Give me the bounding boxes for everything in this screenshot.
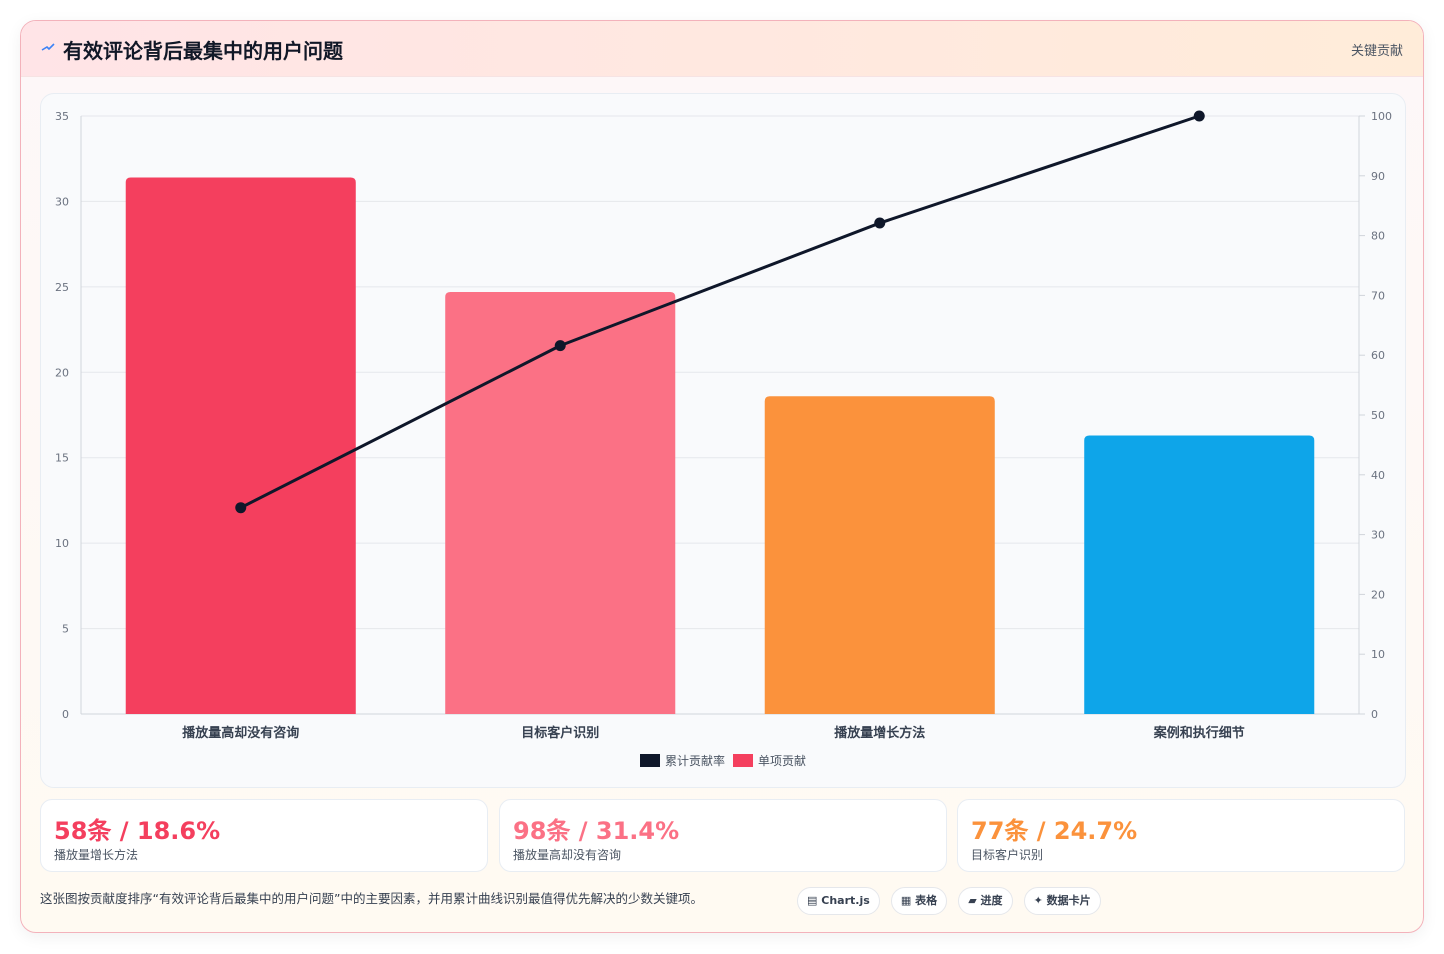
chip-data-card[interactable]: ✦ 数据卡片 (1023, 887, 1101, 915)
y-right-tick-label: 60 (1371, 349, 1385, 362)
chip-chartjs[interactable]: ▤ Chart.js (797, 887, 880, 915)
y-left-tick-label: 15 (55, 452, 69, 465)
progress-icon: ▰ (968, 894, 977, 907)
cumulative-line (240, 114, 1200, 510)
legend-swatch (733, 754, 753, 767)
y-left-tick-label: 35 (55, 110, 69, 123)
bar (125, 177, 356, 715)
kpi-card-1: 58条 / 18.6% 播放量增长方法 (40, 799, 488, 872)
y-left-tick-label: 0 (62, 708, 69, 721)
kpi-label: 播放量高却没有咨询 (513, 848, 622, 862)
y-left-tick-label: 10 (55, 537, 69, 550)
feature-chips: ▤ Chart.js ▦ 表格 ▰ 进度 ✦ 数据卡片 (797, 887, 1107, 915)
y-right-tick-label: 10 (1371, 648, 1385, 661)
x-category-label: 目标客户识别 (521, 725, 599, 741)
line-point (235, 502, 247, 514)
kpi-value: 58条 / 18.6% (54, 817, 221, 845)
chip-label: 表格 (915, 894, 938, 907)
legend-item[interactable]: 单项贡献 (733, 752, 806, 769)
chart-panel: 有效评论背后最集中的用户问题 关键贡献 0 5 10 15 20 25 30 35 0 10 20 3… (20, 20, 1424, 933)
kpi-label: 播放量增长方法 (54, 848, 139, 862)
chip-label: 进度 (980, 894, 1003, 907)
kpi-card-2: 98条 / 31.4% 播放量高却没有咨询 (499, 799, 947, 872)
trend-icon (41, 43, 55, 51)
y-left-tick-label: 5 (62, 623, 69, 636)
y-right-tick-label: 20 (1371, 588, 1385, 601)
legend-swatch (639, 754, 660, 767)
legend-label: 单项贡献 (758, 754, 807, 768)
y-left-tick-label: 20 (55, 366, 69, 379)
chart-description: 这张图按贡献度排序“有效评论背后最集中的用户问题”中的主要因素，并用累计曲线识别… (40, 891, 703, 906)
y-right-tick-label: 40 (1371, 469, 1385, 482)
y-left-tick-label: 30 (55, 195, 69, 208)
bar (1084, 435, 1315, 714)
panel-header: 有效评论背后最集中的用户问题 关键贡献 (21, 21, 1423, 77)
line-point (1193, 110, 1205, 122)
header-tag: 关键贡献 (1350, 44, 1403, 59)
chart-icon: ▤ (807, 894, 818, 907)
kpi-label: 目标客户识别 (971, 848, 1044, 862)
pareto-chart: 0 5 10 15 20 25 30 35 0 10 20 30 40 50 60 70 80 90 100 播放量高… (55, 110, 1392, 741)
kpi-value: 98条 / 31.4% (513, 817, 680, 845)
y-right-tick-label: 50 (1371, 409, 1385, 422)
chip-label: Chart.js (821, 894, 870, 907)
y-right-tick-label: 30 (1371, 529, 1385, 542)
kpi-value: 77条 / 24.7% (971, 817, 1138, 845)
x-category-label: 播放量增长方法 (834, 725, 925, 741)
legend-label: 累计贡献率 (664, 754, 725, 768)
line-point (554, 340, 566, 352)
bar (764, 396, 995, 714)
line-point (874, 217, 886, 229)
x-category-label: 播放量高却没有咨询 (182, 725, 299, 741)
y-right-tick-label: 0 (1371, 708, 1378, 721)
y-right-tick-label: 90 (1371, 170, 1385, 183)
chart-card: 0 5 10 15 20 25 30 35 0 10 20 30 40 50 60 70 80 90 100 播放量高… (40, 93, 1406, 788)
legend-item[interactable]: 累计贡献率 (639, 752, 725, 769)
chip-progress[interactable]: ▰ 进度 (958, 887, 1013, 915)
kpi-card-3: 77条 / 24.7% 目标客户识别 (957, 799, 1405, 872)
bar (445, 291, 676, 714)
x-category-label: 案例和执行细节 (1153, 725, 1245, 741)
chip-table[interactable]: ▦ 表格 (890, 887, 948, 915)
y-right-tick-label: 70 (1371, 289, 1385, 302)
chart-title: 有效评论背后最集中的用户问题 (63, 39, 343, 63)
sparkle-icon: ✦ (1033, 894, 1043, 907)
y-right-tick-label: 100 (1371, 110, 1392, 123)
y-left-tick-label: 25 (55, 281, 69, 294)
y-right-tick-label: 80 (1371, 230, 1385, 243)
chip-label: 数据卡片 (1046, 894, 1091, 907)
table-icon: ▦ (900, 894, 912, 907)
chart-legend: 累计贡献率 单项贡献 (41, 752, 1405, 769)
